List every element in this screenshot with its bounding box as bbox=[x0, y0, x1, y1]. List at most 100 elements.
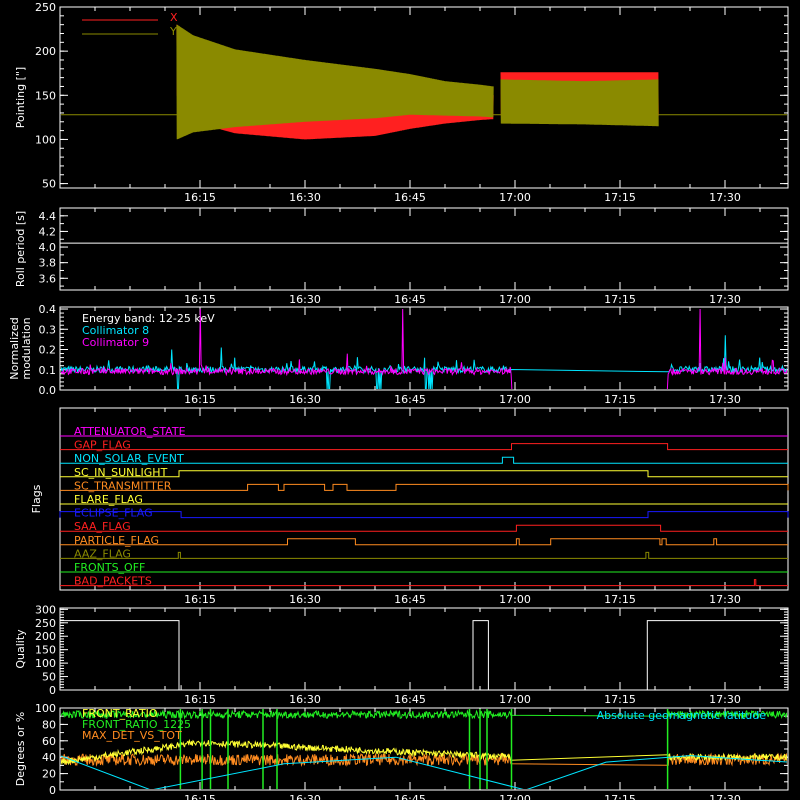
flag-fronts-off: FRONTS_OFF bbox=[60, 561, 788, 574]
flag-trace bbox=[60, 470, 788, 478]
y-tick-label: 250 bbox=[35, 1, 56, 14]
x-tick-label: 16:30 bbox=[289, 293, 321, 306]
flag-label: SAA_FLAG bbox=[74, 520, 131, 533]
legend-label-front-ratio: FRONT_RATIO bbox=[82, 707, 158, 720]
flag-label: FLARE_FLAG bbox=[74, 493, 143, 506]
flag-label: PARTICLE_FLAG bbox=[74, 534, 159, 547]
x-tick-label: 17:15 bbox=[604, 693, 636, 706]
y-tick-label: 3.8 bbox=[39, 257, 57, 270]
y-tick-label: 200 bbox=[35, 630, 56, 643]
panel-4: 16:15 16:30 16:45 17:00 17:15 17:30 Flags ATTEN… bbox=[30, 407, 789, 606]
flag-gap-flag: GAP_FLAG bbox=[60, 439, 788, 452]
y-axis-label: Pointing ["] bbox=[14, 67, 27, 128]
flag-aaz-flag: AAZ_FLAG bbox=[60, 547, 788, 560]
x-tick-label: 16:15 bbox=[184, 793, 216, 800]
quality-trace bbox=[60, 620, 788, 691]
y-tick-label: 100 bbox=[35, 702, 56, 715]
series-y-trace bbox=[176, 24, 494, 140]
x-tick-label: 17:00 bbox=[499, 293, 531, 306]
x-tick-label: 17:30 bbox=[709, 793, 741, 800]
y-tick-label: 100 bbox=[35, 657, 56, 670]
panel-5: 16:15 16:30 16:45 17:00 17:15 17:300501001502… bbox=[14, 603, 789, 706]
y-tick-label: 300 bbox=[35, 603, 56, 616]
flag-label: SC_TRANSMITTER bbox=[74, 479, 172, 492]
energy-band-label: Energy band: 12-25 keV bbox=[82, 312, 215, 325]
series-max-det-vs-tot bbox=[61, 752, 787, 767]
x-tick-label: 17:00 bbox=[499, 793, 531, 800]
panel-6: 16:15 16:30 16:45 17:00 17:15 17:30 0 20 40 60 80 1… bbox=[14, 702, 789, 800]
x-tick-label: 17:15 bbox=[604, 393, 636, 406]
flag-label: AAZ_FLAG bbox=[74, 547, 131, 560]
flag-label: ECLIPSE_FLAG bbox=[74, 507, 153, 520]
plot-area bbox=[61, 308, 787, 389]
x-tick-label: 17:30 bbox=[709, 693, 741, 706]
x-tick-label: 17:30 bbox=[709, 593, 741, 606]
y-tick-label: 4.0 bbox=[39, 241, 57, 254]
flag-trace bbox=[60, 456, 788, 464]
plot-area bbox=[61, 24, 787, 140]
x-tick-label: 16:45 bbox=[394, 393, 426, 406]
series-geomagnetic-latitude bbox=[61, 755, 787, 789]
panel-2: 16:15 16:30 16:45 17:00 17:15 17:30 3.6 3.8 4.0 4… bbox=[14, 207, 789, 306]
y-tick-label: 0.1 bbox=[39, 364, 57, 377]
flag-sc-transmitter: SC_TRANSMITTER bbox=[60, 479, 789, 492]
y-tick-label: 4.4 bbox=[39, 210, 57, 223]
legend-label-y: Y bbox=[169, 25, 177, 38]
x-tick-label: 17:00 bbox=[499, 593, 531, 606]
y-axis-label: Roll period [s] bbox=[14, 211, 27, 287]
series-collimator-9 bbox=[61, 308, 787, 389]
flag-trace bbox=[60, 538, 788, 546]
y-tick-label: 20 bbox=[42, 768, 56, 781]
panel-1: 16:15 16:30 16:45 17:00 17:15 17:30 50 100 150 20… bbox=[14, 1, 789, 204]
x-tick-label: 16:45 bbox=[394, 593, 426, 606]
y-axis-label: Normalized bbox=[8, 317, 21, 379]
legend: XY bbox=[82, 11, 178, 38]
x-tick-label: 16:45 bbox=[394, 293, 426, 306]
x-tick-label: 16:15 bbox=[184, 693, 216, 706]
y-tick-label: 150 bbox=[35, 89, 56, 102]
y-axis-label: modulation bbox=[20, 317, 33, 379]
flag-non-solar-event: NON_SOLAR_EVENT bbox=[60, 452, 788, 465]
flag-label: GAP_FLAG bbox=[74, 439, 131, 452]
flag-trace bbox=[59, 511, 789, 519]
panel-frame bbox=[59, 6, 789, 189]
x-tick-label: 17:00 bbox=[499, 191, 531, 204]
flag-label: SC_IN_SUNLIGHT bbox=[74, 466, 168, 479]
x-tick-label: 16:45 bbox=[394, 191, 426, 204]
y-tick-label: 60 bbox=[42, 735, 56, 748]
panel-frame bbox=[59, 407, 789, 591]
x-tick-label: 17:15 bbox=[604, 593, 636, 606]
y-tick-label: 0.4 bbox=[39, 303, 57, 316]
x-tick-label: 16:15 bbox=[184, 593, 216, 606]
legend-label-collimator-8: Collimator 8 bbox=[82, 324, 149, 337]
panel-frame bbox=[59, 306, 789, 391]
flag-trace bbox=[60, 524, 788, 532]
y-tick-label: 0 bbox=[49, 684, 56, 697]
y-tick-label: 4.2 bbox=[39, 225, 57, 238]
x-tick-label: 16:45 bbox=[394, 793, 426, 800]
y-tick-label: 3.6 bbox=[39, 272, 57, 285]
flag-particle-flag: PARTICLE_FLAG bbox=[60, 534, 788, 547]
y-tick-label: 0.3 bbox=[39, 323, 57, 336]
x-tick-label: 16:15 bbox=[184, 191, 216, 204]
legend-label-x: X bbox=[170, 11, 178, 24]
x-tick-label: 16:15 bbox=[184, 293, 216, 306]
y-axis-label: Degrees or % bbox=[14, 712, 27, 786]
panel-3: 16:15 16:30 16:45 17:00 17:15 17:30 0.0 0.1 0.2 0… bbox=[8, 303, 789, 406]
flag-label: ATTENUATOR_STATE bbox=[74, 425, 186, 438]
panel-frame bbox=[59, 207, 789, 291]
x-tick-label: 17:00 bbox=[499, 693, 531, 706]
x-tick-label: 17:15 bbox=[604, 191, 636, 204]
y-tick-label: 250 bbox=[35, 617, 56, 630]
x-tick-label: 16:30 bbox=[289, 593, 321, 606]
flag-trace bbox=[60, 483, 789, 491]
flag-eclipse-flag: ECLIPSE_FLAG bbox=[59, 507, 789, 520]
x-tick-label: 16:15 bbox=[184, 393, 216, 406]
series-front-ratio-1225 bbox=[61, 709, 787, 720]
y-tick-label: 40 bbox=[42, 751, 56, 764]
y-tick-label: 200 bbox=[35, 45, 56, 58]
flag-bad-packets: BAD_PACKETS bbox=[60, 575, 788, 588]
y-tick-label: 50 bbox=[42, 178, 56, 191]
legend-label-front-ratio-1225: FRONT_RATIO_1225 bbox=[82, 718, 191, 731]
